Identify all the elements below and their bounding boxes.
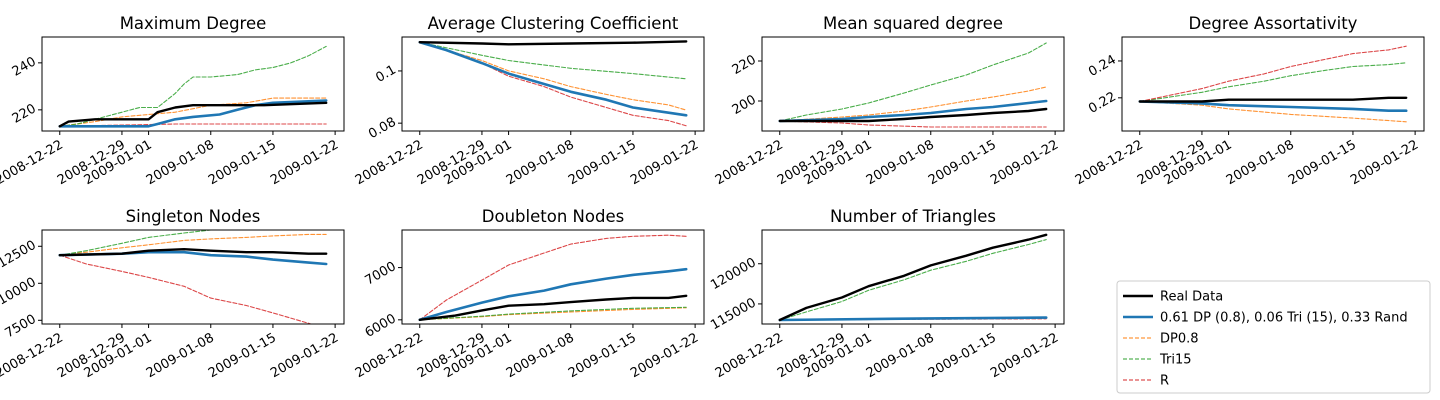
series-line-r [59,254,313,324]
series-line-dp0-8 [1139,100,1407,123]
series-line-0-61-dp-0-8-0-06-tri-15-0-33-rand [778,99,1048,123]
series-line-tri15 [419,41,687,80]
legend-label: Tri15 [1159,353,1192,368]
series-line-0-61-dp-0-8-0-06-tri-15-0-33-rand [1138,100,1408,112]
legend-label: R [1160,374,1169,389]
chart-title: Degree Assortativity [1189,14,1358,33]
axes-frame [1121,36,1425,132]
series-group [418,234,688,322]
series-line-tri15 [1139,62,1407,103]
series-line-real-data [418,294,688,321]
series-line-real-data [418,40,688,46]
series-line-tri15 [59,230,224,256]
series-line-real-data [778,107,1048,123]
series-line-dp0-8 [779,86,1047,122]
series-line-dp0-8 [59,233,327,256]
axes-frame [41,229,345,325]
series-group [778,233,1048,322]
series-line-r [419,234,687,321]
series-group [58,230,328,324]
chart-title: Doubleton Nodes [482,207,624,226]
legend: Real Data 0.61 DP (0.8), 0.06 Tri (15), 0… [1116,280,1431,394]
series-group [778,42,1048,128]
series-group [1138,45,1408,123]
legend-label: Real Data [1160,290,1223,305]
series-line-0-61-dp-0-8-0-06-tri-15-0-33-rand [778,316,1048,322]
legend-label: 0.61 DP (0.8), 0.06 Tri (15), 0.33 Rand [1160,311,1408,326]
series-line-real-data [58,101,328,128]
axes-frame [401,36,705,132]
chart-title: Maximum Degree [120,14,267,33]
chart-title: Singleton Nodes [126,207,261,226]
series-line-r [1139,45,1407,103]
legend-box [1116,280,1431,394]
series-group [418,40,688,127]
series-line-0-61-dp-0-8-0-06-tri-15-0-33-rand [418,267,688,322]
series-line-tri15 [59,45,327,127]
series-line-r [419,41,687,127]
series-line-tri15 [779,42,1047,122]
series-line-real-data [1138,96,1408,103]
series-line-0-61-dp-0-8-0-06-tri-15-0-33-rand [418,40,688,117]
chart-title: Average Clustering Coefficient [428,14,679,33]
series-line-r [779,120,1047,128]
axes-frame [41,36,345,132]
chart-title: Number of Triangles [830,207,996,226]
legend-label: DP0.8 [1160,332,1199,347]
series-line-real-data [778,233,1048,322]
axes-frame [401,229,705,325]
series-line-tri15 [779,239,1047,321]
series-line-tri15 [419,306,687,321]
series-line-real-data [58,247,328,257]
axes-frame [761,36,1065,132]
series-group [58,45,328,128]
axes-frame [761,229,1065,325]
chart-title: Mean squared degree [823,14,1003,33]
